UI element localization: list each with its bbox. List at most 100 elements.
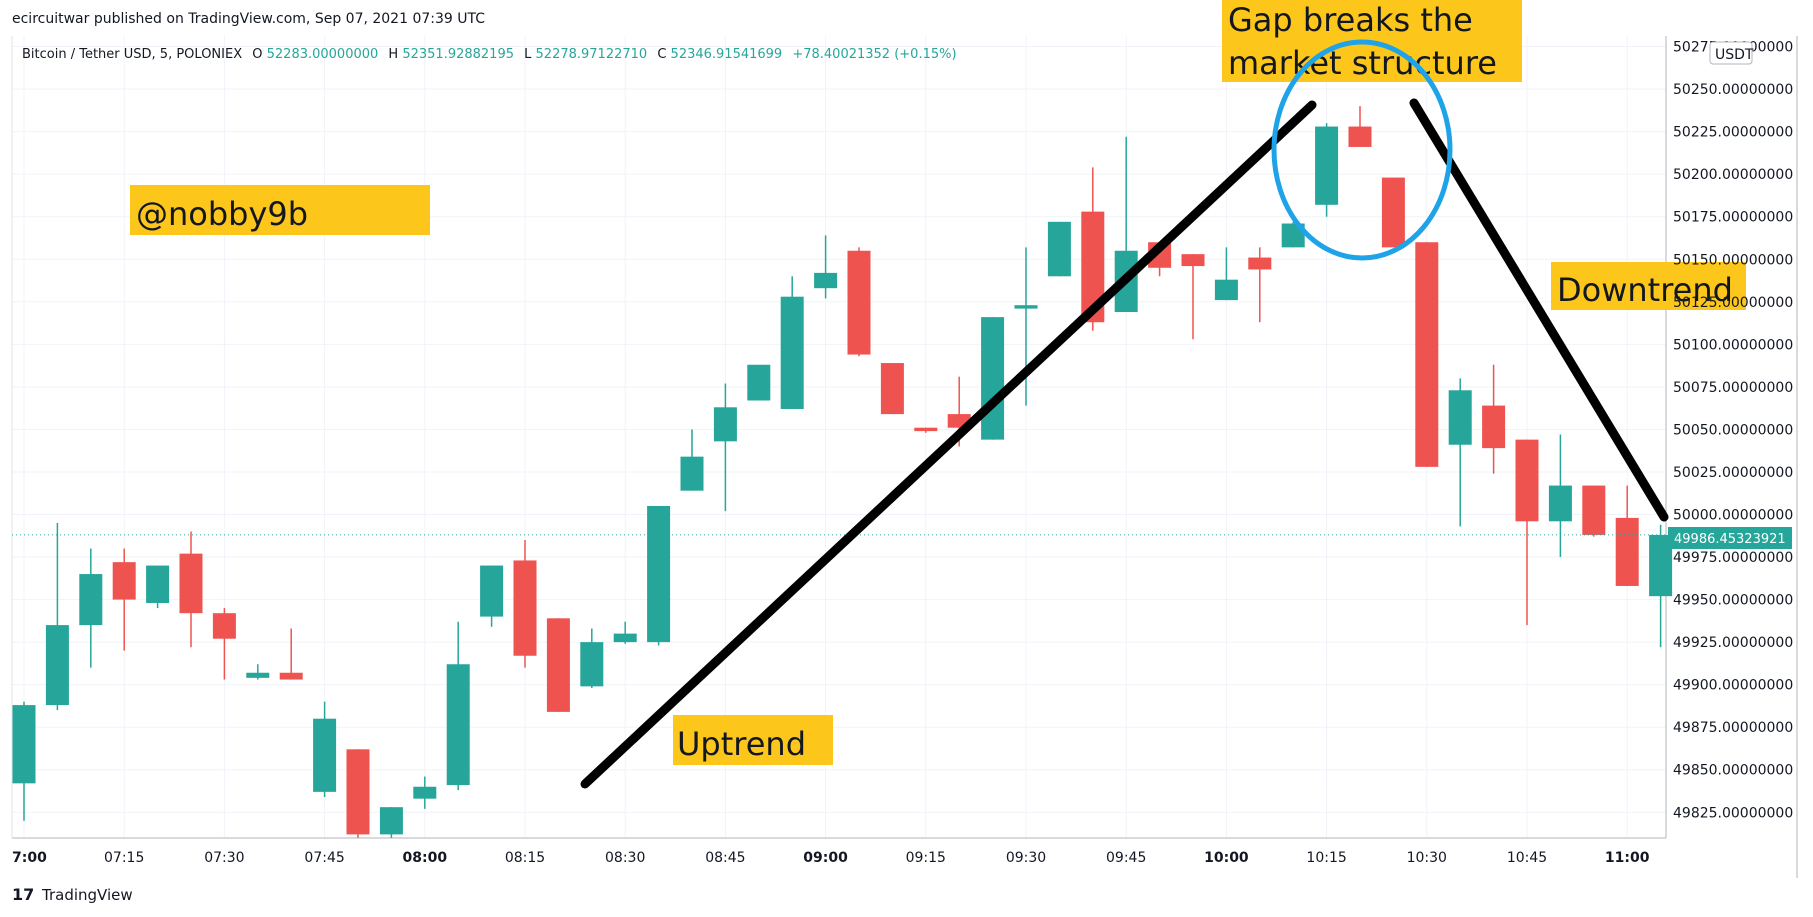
candle: [1348, 106, 1372, 147]
candle: [1582, 485, 1606, 537]
candle-body: [79, 574, 103, 626]
candle-body: [981, 317, 1005, 440]
legend-c-value: 52346.91541699: [671, 47, 783, 62]
x-tick-label: 10:00: [1204, 850, 1249, 866]
candle: [613, 621, 637, 644]
uptrend-annotation-text: Uptrend: [677, 725, 806, 763]
candle: [713, 383, 737, 512]
candle: [1081, 167, 1105, 331]
candle: [780, 276, 804, 410]
x-tick-label: 09:30: [1006, 850, 1046, 866]
candle: [847, 247, 871, 357]
candles: [12, 106, 1673, 838]
candle-body: [1515, 439, 1539, 522]
candle: [12, 701, 36, 821]
candle-body: [146, 565, 170, 603]
legend-h-value: 52351.92882195: [402, 47, 514, 62]
candle: [1615, 485, 1639, 586]
candle-body: [847, 250, 871, 355]
x-tick-label: 09:00: [803, 850, 848, 866]
candle: [45, 523, 69, 711]
y-tick-label: 49950.00000000: [1673, 593, 1793, 609]
candle-body: [480, 565, 504, 617]
candle-body: [112, 562, 136, 600]
y-tick-label: 50250.00000000: [1673, 82, 1793, 98]
tradingview-brand[interactable]: 17 TradingView: [12, 885, 133, 904]
candle-body: [379, 807, 403, 835]
last-price-badge: [1668, 527, 1792, 549]
gap-circle: [1271, 39, 1453, 261]
candle-body: [1248, 257, 1272, 270]
candle: [1181, 254, 1205, 340]
handle-annotation: @nobby9b: [130, 185, 430, 235]
candle-body: [713, 407, 737, 442]
handle-annotation-text: @nobby9b: [136, 195, 308, 233]
handle-annotation-bg: [130, 185, 430, 235]
y-tick-label: 50000.00000000: [1673, 508, 1793, 524]
legend-h-label: H: [388, 47, 398, 62]
candle: [446, 621, 470, 791]
candle: [1548, 434, 1572, 558]
x-tick-label: 09:15: [906, 850, 946, 866]
legend-o-label: O: [252, 47, 262, 62]
tradingview-brand-name: TradingView: [41, 886, 133, 904]
x-tick-label: 10:45: [1507, 850, 1547, 866]
y-tick-label: 49825.00000000: [1673, 805, 1793, 821]
candle: [79, 548, 103, 668]
candle-body: [1415, 242, 1439, 467]
candle-body: [45, 625, 69, 706]
candle-body: [1582, 485, 1606, 535]
legend-l-value: 52278.97122710: [536, 47, 648, 62]
x-tick-label: 09:45: [1106, 850, 1146, 866]
candle: [1315, 123, 1339, 217]
candle: [346, 749, 370, 838]
candle: [246, 664, 270, 680]
publisher-line: ecircuitwar published on TradingView.com…: [12, 11, 485, 27]
candle: [1649, 524, 1673, 648]
candle: [1281, 221, 1305, 248]
candle: [179, 531, 203, 648]
candle: [513, 540, 537, 668]
candle: [680, 429, 704, 491]
candle: [1415, 242, 1439, 467]
downtrend-annotation: Downtrend: [1551, 262, 1746, 310]
candle: [1214, 247, 1238, 301]
gap-annotation-line2: market structure: [1228, 44, 1497, 82]
candle: [880, 363, 904, 415]
x-tick-label: 10:30: [1407, 850, 1447, 866]
candle-body: [212, 613, 236, 639]
y-tick-label: 49925.00000000: [1673, 635, 1793, 651]
candle: [1448, 378, 1472, 527]
legend-symbol: Bitcoin / Tether USD, 5, POLONIEX: [22, 47, 242, 62]
y-tick-label: 50200.00000000: [1673, 167, 1793, 183]
candle: [112, 548, 136, 651]
x-tick-label: 08:45: [705, 850, 745, 866]
y-tick-label: 49875.00000000: [1673, 720, 1793, 736]
candle: [647, 505, 671, 646]
last-price-text: 49986.45323921: [1674, 532, 1786, 547]
candle-body: [1348, 126, 1372, 147]
candle: [413, 776, 437, 809]
candle: [1482, 364, 1506, 474]
x-tick-label: 07:30: [204, 850, 244, 866]
candle-body: [1281, 223, 1305, 248]
candle-body: [346, 749, 370, 835]
candle: [313, 701, 337, 797]
x-tick-label: 08:00: [403, 850, 448, 866]
downtrend-line: [1409, 98, 1669, 522]
legend-l-label: L: [524, 47, 532, 62]
downtrend-annotation-bg: [1551, 262, 1746, 310]
candle-body: [1081, 211, 1105, 323]
currency-badge[interactable]: [1709, 41, 1753, 65]
candle-body: [613, 633, 637, 643]
candle-body: [814, 272, 838, 289]
candle: [279, 628, 303, 680]
y-tick-label: 50150.00000000: [1673, 252, 1793, 268]
time-axis: 7:00 07:15 07:30 07:45 08:00 08:15 08:30 08:45 0…: [12, 850, 1650, 866]
uptrend-annotation-bg: [673, 715, 833, 765]
uptrend-annotation: Uptrend: [673, 715, 833, 765]
candle-body: [1047, 221, 1071, 277]
currency-badge-text: USDT: [1715, 47, 1754, 63]
